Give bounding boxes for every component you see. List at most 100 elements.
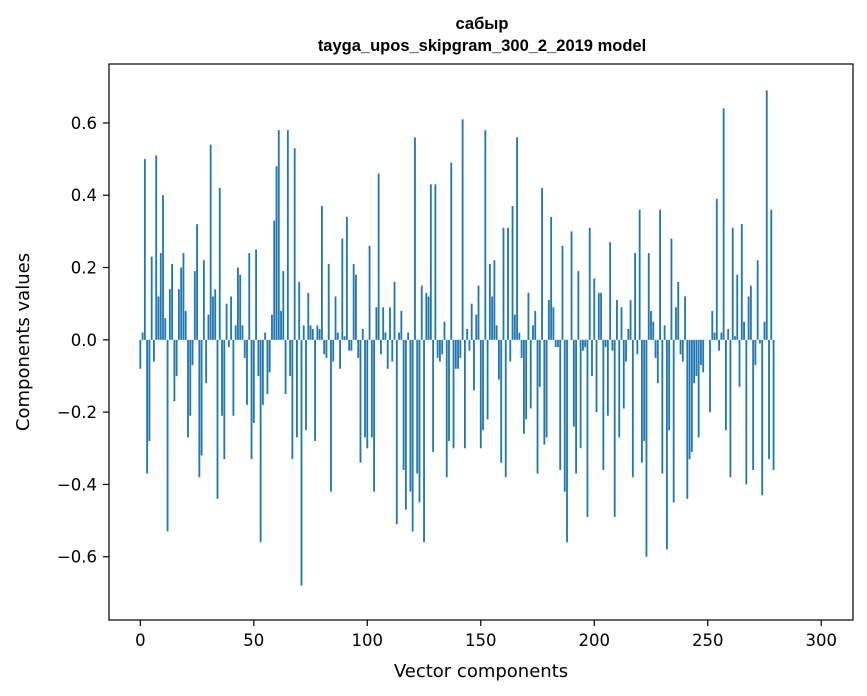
bar bbox=[232, 339, 235, 416]
bar bbox=[738, 339, 741, 387]
bar bbox=[391, 339, 394, 362]
bar bbox=[595, 339, 598, 413]
bar bbox=[652, 321, 655, 340]
bar bbox=[525, 339, 528, 420]
bar bbox=[498, 339, 500, 380]
bar bbox=[684, 296, 686, 340]
bar bbox=[352, 263, 355, 340]
bar bbox=[218, 188, 221, 340]
bar bbox=[688, 339, 691, 460]
bar bbox=[713, 332, 716, 340]
bar bbox=[370, 339, 373, 438]
bar bbox=[357, 339, 360, 358]
bar bbox=[139, 339, 142, 369]
bar bbox=[765, 90, 768, 340]
bar bbox=[436, 339, 439, 358]
bar bbox=[400, 310, 403, 340]
bar bbox=[625, 339, 627, 362]
bar bbox=[184, 310, 187, 340]
bar bbox=[754, 339, 757, 366]
bar bbox=[150, 256, 153, 340]
bar bbox=[470, 303, 473, 340]
bar bbox=[239, 274, 242, 340]
bar bbox=[643, 339, 646, 442]
bar bbox=[212, 296, 214, 340]
bar bbox=[745, 339, 748, 485]
bar bbox=[153, 339, 155, 362]
chart-subtitle: tayga_upos_skipgram_300_2_2019 model bbox=[318, 37, 646, 55]
bar bbox=[572, 339, 575, 427]
bar bbox=[375, 307, 378, 340]
bar bbox=[511, 206, 514, 340]
bar bbox=[731, 227, 734, 340]
bar bbox=[584, 339, 587, 348]
chart-title: сабыр bbox=[456, 15, 509, 33]
bar bbox=[355, 274, 357, 340]
bar bbox=[296, 339, 298, 438]
bar bbox=[547, 300, 550, 340]
bar bbox=[670, 238, 673, 340]
bar bbox=[264, 332, 267, 340]
bar bbox=[225, 303, 228, 340]
bar bbox=[700, 339, 702, 366]
bar bbox=[593, 278, 596, 340]
bar bbox=[554, 339, 557, 348]
bar bbox=[216, 339, 219, 499]
bar bbox=[591, 339, 593, 376]
bar bbox=[747, 296, 750, 340]
bar bbox=[237, 267, 239, 340]
bar bbox=[234, 325, 237, 340]
bar bbox=[743, 321, 745, 340]
bar bbox=[384, 332, 387, 340]
bar bbox=[398, 332, 400, 340]
bar bbox=[407, 332, 410, 340]
bar bbox=[500, 339, 503, 463]
bar bbox=[395, 339, 398, 525]
bar bbox=[402, 339, 405, 470]
bar bbox=[475, 314, 478, 340]
bar bbox=[734, 336, 736, 340]
bar bbox=[759, 339, 761, 344]
bar bbox=[307, 292, 310, 340]
bar bbox=[273, 220, 276, 340]
bar bbox=[697, 339, 700, 438]
bar bbox=[420, 285, 423, 340]
bar bbox=[423, 339, 425, 543]
bar bbox=[520, 339, 523, 358]
bar bbox=[600, 292, 602, 340]
bar bbox=[364, 339, 366, 438]
bar bbox=[230, 296, 233, 340]
bar bbox=[679, 339, 682, 355]
bar bbox=[257, 339, 260, 376]
bar bbox=[681, 339, 684, 362]
bar bbox=[459, 339, 462, 358]
bar bbox=[663, 325, 666, 340]
bar bbox=[724, 339, 727, 431]
bar bbox=[432, 339, 435, 452]
bar bbox=[711, 310, 714, 340]
bar bbox=[162, 195, 164, 340]
bar bbox=[334, 296, 337, 340]
bar bbox=[248, 253, 251, 340]
bar bbox=[393, 281, 396, 340]
bar bbox=[196, 224, 198, 340]
bar bbox=[479, 339, 482, 449]
bar bbox=[178, 289, 180, 340]
bar bbox=[193, 271, 196, 340]
bar bbox=[345, 216, 348, 340]
bar bbox=[298, 281, 301, 340]
bar bbox=[175, 339, 178, 376]
bar bbox=[382, 307, 385, 340]
bar bbox=[541, 188, 543, 340]
bar bbox=[527, 292, 530, 340]
bar bbox=[466, 328, 469, 340]
bar bbox=[616, 300, 618, 340]
bar bbox=[252, 339, 255, 423]
bar bbox=[575, 339, 578, 474]
bar bbox=[168, 289, 171, 340]
bar bbox=[414, 137, 416, 340]
y-tick-label: −0.4 bbox=[57, 475, 97, 494]
x-axis-label: Vector components bbox=[394, 661, 568, 682]
bar bbox=[373, 339, 376, 492]
bar bbox=[293, 148, 296, 340]
